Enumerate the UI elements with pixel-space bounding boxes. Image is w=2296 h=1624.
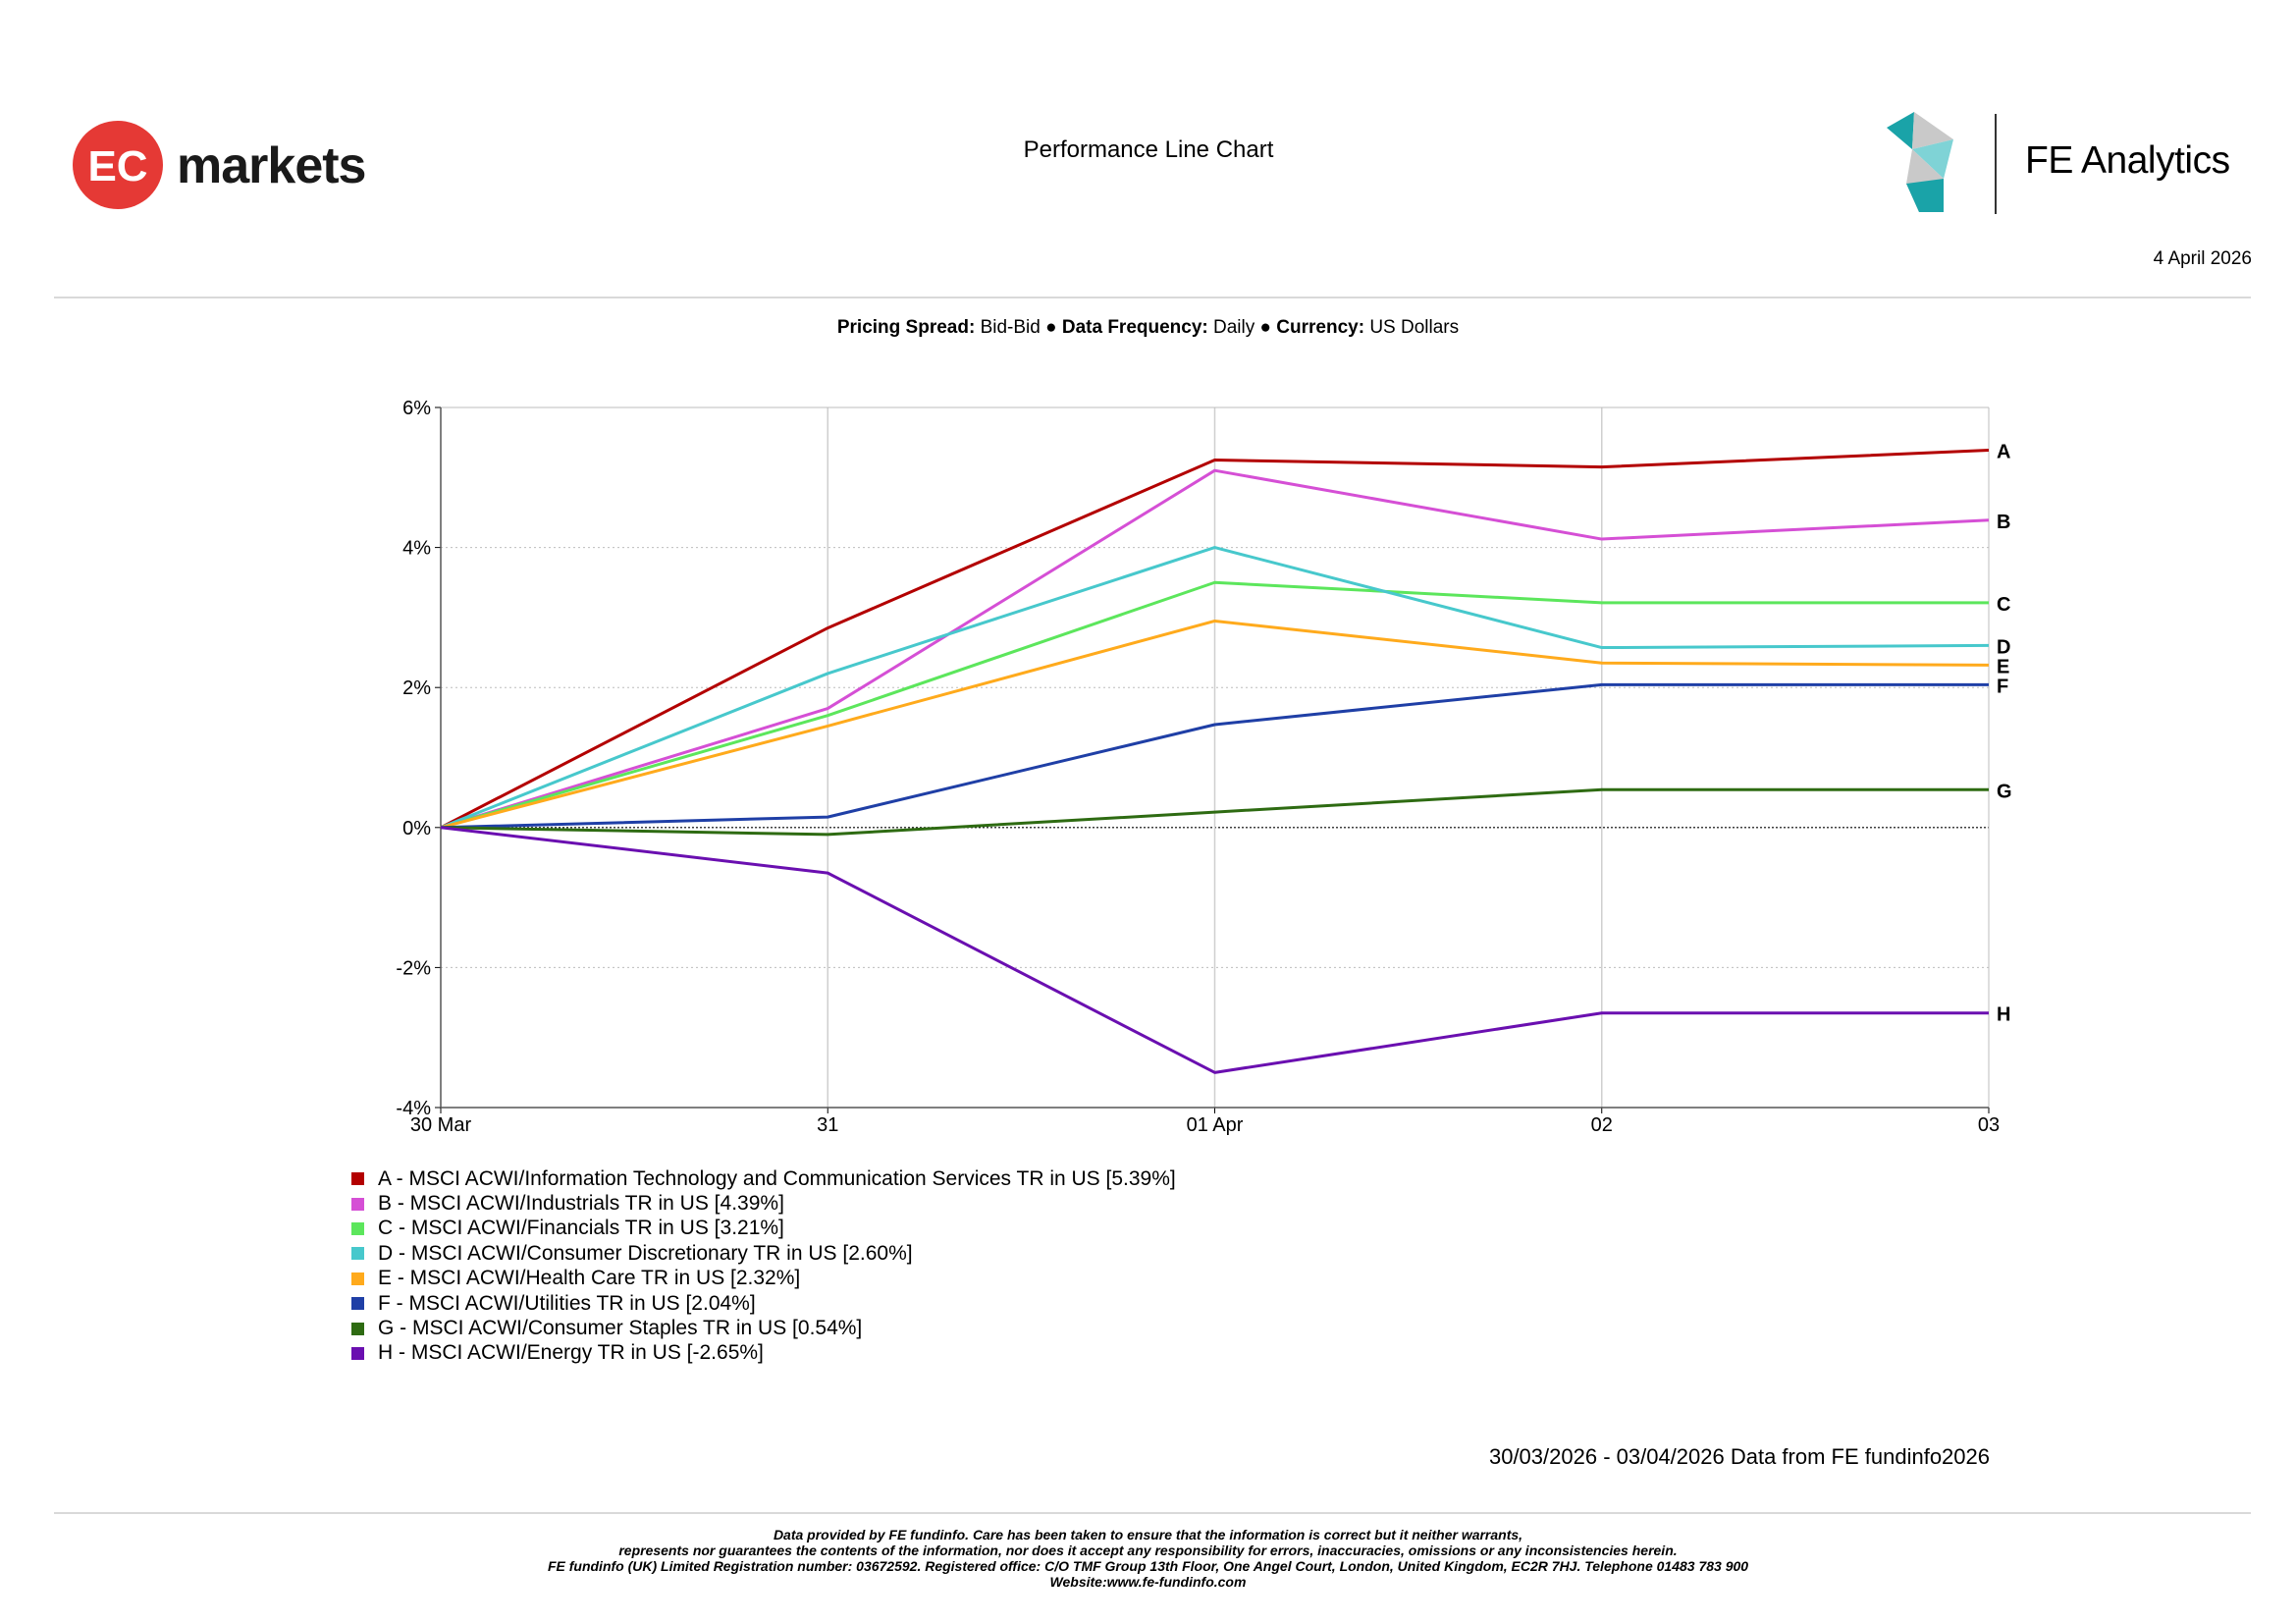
disclaimer: Data provided by FE fundinfo. Care has b… bbox=[0, 1527, 2296, 1590]
legend-item-f: F - MSCI ACWI/Utilities TR in US [2.04%] bbox=[351, 1291, 1176, 1316]
legend-label: F - MSCI ACWI/Utilities TR in US [2.04%] bbox=[378, 1291, 756, 1315]
series-line-f bbox=[440, 682, 1989, 830]
data-period-note: 30/03/2026 - 03/04/2026 Data from FE fun… bbox=[1488, 1444, 1990, 1469]
chart-legend: A - MSCI ACWI/Information Technology and… bbox=[351, 1166, 1176, 1366]
series-layer bbox=[440, 448, 1990, 1074]
series-end-label-h: H bbox=[1997, 1004, 2010, 1026]
fe-analytics-logo bbox=[1887, 112, 1997, 214]
legend-item-d: D - MSCI ACWI/Consumer Discretionary TR … bbox=[351, 1241, 1176, 1266]
series-end-label-g: G bbox=[1997, 781, 2012, 802]
series-end-label-d: D bbox=[1997, 636, 2010, 658]
x-tick-label: 30 Mar bbox=[410, 1114, 472, 1136]
series-line-e bbox=[440, 619, 1990, 830]
series-end-label-a: A bbox=[1997, 441, 2010, 462]
currency-label: Currency: bbox=[1276, 317, 1365, 338]
series-end-label-c: C bbox=[1997, 594, 2010, 616]
series-line-d bbox=[440, 546, 1990, 830]
x-tick-label: 02 bbox=[1591, 1114, 1613, 1136]
legend-swatch bbox=[351, 1346, 364, 1360]
series-line-h bbox=[440, 826, 1989, 1074]
series-end-label-b: B bbox=[1997, 512, 2010, 533]
y-tick-label: 0% bbox=[402, 818, 431, 839]
legend-label: A - MSCI ACWI/Information Technology and… bbox=[378, 1166, 1176, 1190]
legend-item-e: E - MSCI ACWI/Health Care TR in US [2.32… bbox=[351, 1267, 1176, 1291]
pricing-spread-label: Pricing Spread: bbox=[836, 317, 976, 338]
series-line-b bbox=[440, 468, 1990, 830]
x-tick-label: 31 bbox=[817, 1114, 838, 1136]
legend-swatch bbox=[351, 1197, 364, 1211]
data-frequency-label: Data Frequency: bbox=[1061, 317, 1208, 338]
x-tick-label: 01 Apr bbox=[1187, 1114, 1244, 1136]
report-title: Performance Line Chart bbox=[1023, 136, 1274, 163]
ec-logo-badge bbox=[73, 121, 163, 209]
y-tick-label: 2% bbox=[402, 677, 431, 699]
series-line-g bbox=[440, 787, 1989, 837]
legend-swatch bbox=[351, 1297, 364, 1311]
legend-swatch bbox=[351, 1247, 364, 1261]
series-end-label-f: F bbox=[1997, 676, 2008, 697]
separator-dot: ● bbox=[1259, 317, 1272, 338]
chart-settings-line: Pricing Spread: Bid-Bid ● Data Frequency… bbox=[0, 317, 2296, 339]
header-divider bbox=[54, 297, 2251, 298]
y-tick-label: 4% bbox=[402, 538, 431, 560]
disclaimer-line: Website:www.fe-fundinfo.com bbox=[1049, 1574, 1247, 1590]
y-tick-label: -2% bbox=[396, 957, 431, 979]
legend-label: H - MSCI ACWI/Energy TR in US [-2.65%] bbox=[378, 1341, 764, 1365]
legend-label: B - MSCI ACWI/Industrials TR in US [4.39… bbox=[378, 1192, 784, 1216]
legend-swatch bbox=[351, 1322, 364, 1335]
disclaimer-line: represents nor guarantees the contents o… bbox=[618, 1543, 1678, 1558]
legend-label: E - MSCI ACWI/Health Care TR in US [2.32… bbox=[378, 1267, 801, 1290]
disclaimer-line: Data provided by FE fundinfo. Care has b… bbox=[773, 1527, 1523, 1543]
y-tick-label: -4% bbox=[396, 1098, 431, 1119]
footer-divider bbox=[54, 1512, 2251, 1514]
legend-item-g: G - MSCI ACWI/Consumer Staples TR in US … bbox=[351, 1316, 1176, 1340]
fe-analytics-wordmark: FE Analytics bbox=[2025, 139, 2230, 182]
legend-label: G - MSCI ACWI/Consumer Staples TR in US … bbox=[378, 1317, 863, 1340]
legend-item-b: B - MSCI ACWI/Industrials TR in US [4.39… bbox=[351, 1191, 1176, 1216]
legend-item-h: H - MSCI ACWI/Energy TR in US [-2.65%] bbox=[351, 1341, 1176, 1366]
legend-label: D - MSCI ACWI/Consumer Discretionary TR … bbox=[378, 1241, 913, 1265]
series-end-label-e: E bbox=[1997, 656, 2009, 677]
legend-swatch bbox=[351, 1172, 364, 1186]
series-line-a bbox=[440, 448, 1990, 830]
separator-dot: ● bbox=[1045, 317, 1057, 338]
axis-layer: 6% 4% 2% 0% -2% -4%30 Mar 31 01 Apr 02 03 bbox=[396, 398, 2000, 1136]
legend-swatch bbox=[351, 1272, 364, 1285]
legend-item-c: C - MSCI ACWI/Financials TR in US [3.21%… bbox=[351, 1217, 1176, 1241]
ec-markets-logo: EC markets bbox=[73, 121, 366, 209]
legend-swatch bbox=[351, 1221, 364, 1235]
x-tick-label: 03 bbox=[1978, 1114, 2000, 1136]
y-tick-label: 6% bbox=[402, 398, 431, 419]
grid-layer bbox=[441, 407, 1989, 1108]
pricing-spread-value: Bid-Bid bbox=[980, 317, 1041, 338]
ec-logo-badge-text: EC bbox=[87, 142, 147, 190]
currency-value: US Dollars bbox=[1369, 317, 1460, 338]
disclaimer-line: FE fundinfo (UK) Limited Registration nu… bbox=[547, 1558, 1749, 1574]
data-frequency-value: Daily bbox=[1213, 317, 1255, 338]
legend-label: C - MSCI ACWI/Financials TR in US [3.21%… bbox=[378, 1217, 784, 1240]
series-line-c bbox=[440, 580, 1989, 830]
report-date: 4 April 2026 bbox=[2153, 248, 2252, 269]
ec-logo-wordmark: markets bbox=[177, 137, 365, 194]
legend-item-a: A - MSCI ACWI/Information Technology and… bbox=[351, 1166, 1176, 1191]
